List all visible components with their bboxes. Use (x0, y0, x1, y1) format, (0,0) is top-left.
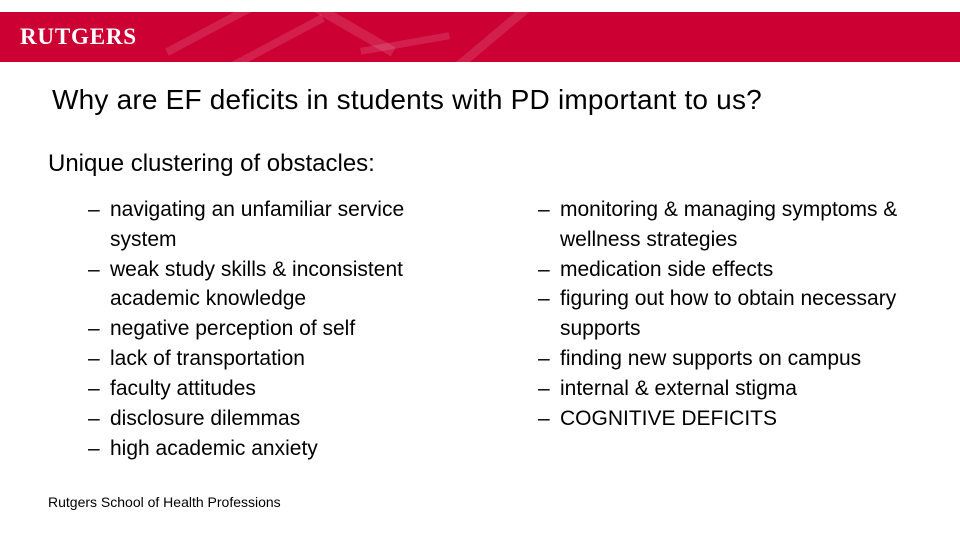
list-item: weak study skills & inconsistent academi… (88, 255, 468, 315)
list-item: disclosure dilemmas (88, 404, 468, 434)
bullet-list-left: navigating an unfamiliar service system … (48, 195, 468, 463)
rutgers-logo-svg: RUTGERS (20, 22, 220, 52)
slide-title: Why are EF deficits in students with PD … (52, 84, 762, 116)
left-column: navigating an unfamiliar service system … (48, 195, 468, 463)
list-item: lack of transportation (88, 344, 468, 374)
right-column: monitoring & managing symptoms & wellnes… (498, 195, 918, 463)
bullet-list-right: monitoring & managing symptoms & wellnes… (498, 195, 918, 434)
slide: RUTGERS Why are EF deficits in students … (0, 0, 960, 540)
slide-subtitle: Unique clustering of obstacles: (48, 150, 375, 178)
rutgers-logo: RUTGERS (20, 21, 220, 53)
list-item: navigating an unfamiliar service system (88, 195, 468, 255)
list-item: high academic anxiety (88, 434, 468, 464)
list-item: figuring out how to obtain necessary sup… (538, 284, 918, 344)
list-item: medication side effects (538, 255, 918, 285)
list-item: monitoring & managing symptoms & wellnes… (538, 195, 918, 255)
svg-text:RUTGERS: RUTGERS (20, 23, 137, 49)
list-item: finding new supports on campus (538, 344, 918, 374)
header-banner: RUTGERS (0, 12, 960, 62)
list-item: COGNITIVE DEFICITS (538, 404, 918, 434)
list-item: internal & external stigma (538, 374, 918, 404)
list-item: negative perception of self (88, 314, 468, 344)
footer-text: Rutgers School of Health Professions (48, 494, 281, 510)
list-item: faculty attitudes (88, 374, 468, 404)
content-columns: navigating an unfamiliar service system … (48, 195, 918, 463)
